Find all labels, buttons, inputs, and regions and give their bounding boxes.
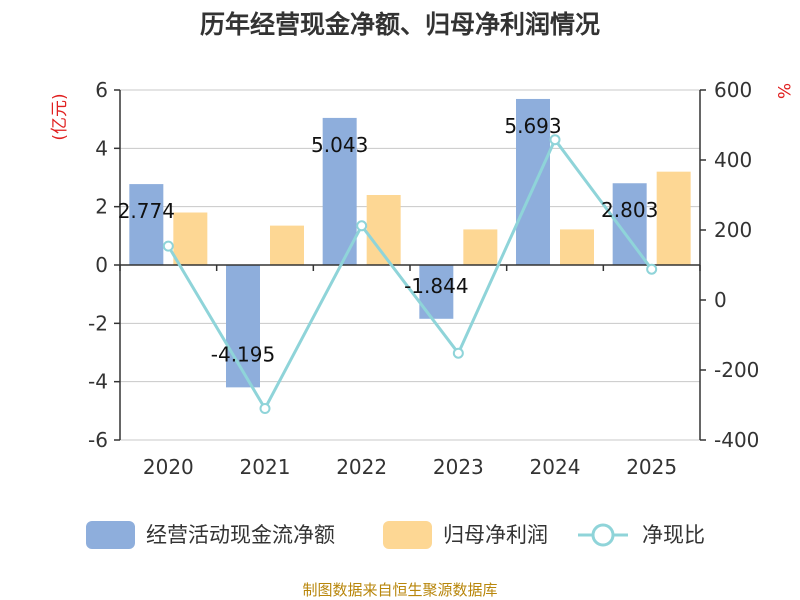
bar-cash-flow [322,117,357,265]
bar-net-profit [463,229,498,265]
x-tick-label: 2024 [530,455,581,479]
right-tick-label: -400 [714,428,759,452]
x-tick-label: 2023 [433,455,484,479]
left-tick-label: 0 [95,253,108,277]
right-tick-label: 200 [714,218,752,242]
ratio-point [356,220,368,232]
left-tick-label: 6 [95,78,108,102]
ratio-line [162,134,658,414]
left-axis-unit: (亿元) [50,93,70,140]
right-tick-label: -200 [714,358,759,382]
left-tick-label: -4 [88,370,108,394]
bar-net-profit [656,171,691,265]
ratio-point [549,134,561,146]
cash-flow-data-label: 2.803 [601,198,658,222]
source-note: 制图数据来自恒生聚源数据库 [302,581,497,599]
x-tick-label: 2020 [143,455,194,479]
ratio-series-line [167,136,653,412]
legend[interactable]: 经营活动现金流净额 归母净利润 净现比 [86,521,705,549]
x-tick-label: 2021 [240,455,291,479]
tick-labels: 6 4 2 0 -2 -4 -6 600 400 200 0 -200 -400 2020 2021 2022… [88,78,759,479]
legend-swatch-profit [383,521,432,549]
x-tick-label: 2022 [336,455,387,479]
bar-net-profit [270,225,304,265]
legend-swatch-cash [86,521,135,549]
bar-cash-flow [516,98,550,266]
right-tick-label: 0 [714,288,727,312]
ratio-point [259,403,271,414]
chart-title: 历年经营现金净额、归母净利润情况 [200,10,600,39]
cash-flow-data-label: 2.774 [118,199,175,223]
bar-net-profit [173,212,208,265]
bar-cash-flow [129,184,164,265]
left-tick-label: -2 [88,311,108,335]
legend-label-profit: 归母净利润 [443,523,548,547]
left-tick-label: 4 [95,136,108,160]
right-axis-unit: % [773,83,793,99]
right-tick-label: 400 [714,148,752,172]
cash-flow-data-label: 5.043 [311,133,368,157]
cash-flow-data-label: 5.693 [504,114,561,138]
ratio-point [646,263,658,275]
x-tick-label: 2025 [626,455,677,479]
cash-flow-data-label: -1.844 [404,274,468,298]
left-tick-label: -6 [88,428,108,452]
bar-net-profit [560,229,594,265]
right-tick-label: 600 [714,78,752,102]
cash-flow-data-label: -4.195 [211,342,275,366]
legend-swatch-ratio-marker [591,523,615,547]
data-labels: 2.774 -4.195 5.043 -1.844 5.693 2.803 [118,114,659,366]
bar-cash-flow [226,265,260,388]
ratio-point [162,240,174,252]
legend-label-ratio: 净现比 [642,523,705,547]
left-tick-label: 2 [95,195,108,219]
legend-label-cash: 经营活动现金流净额 [146,523,335,547]
ratio-point [452,347,464,359]
bars [129,98,691,388]
axes [114,89,706,441]
